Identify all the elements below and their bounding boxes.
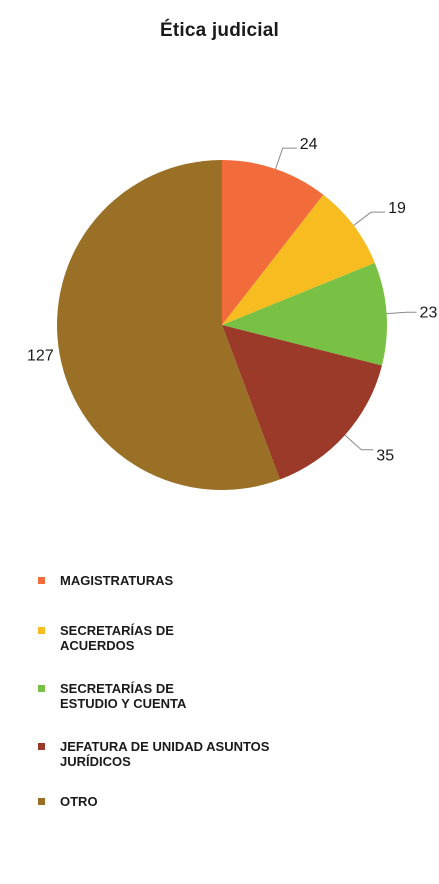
legend-label-line: ACUERDOS	[60, 638, 135, 653]
legend-swatch-secretarias-de-acuerdos	[38, 627, 45, 634]
legend-item-secretarias-de-acuerdos: SECRETARÍAS DE ACUERDOS	[38, 623, 360, 653]
leader-line	[386, 311, 417, 315]
legend-label-jefatura-de-unidad-asuntos-juridicos: JEFATURA DE UNIDAD ASUNTOS JURÍDICOS	[60, 739, 360, 769]
data-label: 19	[388, 200, 406, 217]
pie-slice-secretarías-de-acuerdos	[222, 194, 375, 325]
legend-item-magistraturas: MAGISTRATURAS	[38, 573, 360, 588]
chart-title: Ética judicial	[160, 20, 279, 41]
legend-label-line: MAGISTRATURAS	[60, 573, 174, 588]
legend-swatch-jefatura-de-unidad-asuntos-juridicos	[38, 743, 45, 750]
leader-line	[344, 434, 374, 451]
legend-label-secretarias-de-estudio-y-cuenta: SECRETARÍAS DE ESTUDIO Y CUENTA	[60, 681, 360, 711]
legend-label-line: SECRETARÍAS DE	[60, 681, 174, 696]
legend-item-secretarias-de-estudio-y-cuenta: SECRETARÍAS DE ESTUDIO Y CUENTA	[38, 681, 360, 711]
pie-slice-secretarías-de-estudio-y-cuenta	[222, 262, 387, 366]
legend-label-line: SECRETARÍAS DE	[60, 623, 174, 638]
pie-chart: 24 19 23 35 127	[27, 136, 438, 490]
data-label: 127	[27, 347, 54, 364]
legend-swatch-secretarias-de-estudio-y-cuenta	[38, 685, 45, 692]
legend-label-line: ESTUDIO Y CUENTA	[60, 696, 187, 711]
pie-slice-jefatura-de-unidad-asuntos-jurídicos	[222, 325, 382, 480]
legend-item-jefatura-de-unidad-asuntos-juridicos: JEFATURA DE UNIDAD ASUNTOS JURÍDICOS	[38, 739, 360, 769]
pie-slice-otro	[56, 160, 280, 490]
legend-label-magistraturas: MAGISTRATURAS	[60, 573, 360, 588]
pie-slice-magistraturas	[222, 160, 324, 325]
data-label: 23	[420, 304, 438, 321]
data-label: 35	[376, 448, 394, 465]
legend-label-line: OTRO	[60, 794, 98, 809]
legend-label-secretarias-de-acuerdos: SECRETARÍAS DE ACUERDOS	[60, 623, 360, 653]
legend-label-line: JURÍDICOS	[60, 754, 131, 769]
legend-swatch-magistraturas	[38, 577, 45, 584]
legend-label-otro: OTRO	[60, 794, 360, 809]
leader-line	[275, 147, 297, 170]
legend-label-line: JEFATURA DE UNIDAD ASUNTOS	[60, 739, 270, 754]
data-label: 24	[300, 136, 318, 153]
legend-swatch-otro	[38, 798, 45, 805]
leader-line	[353, 211, 386, 226]
legend-item-otro: OTRO	[38, 794, 360, 809]
